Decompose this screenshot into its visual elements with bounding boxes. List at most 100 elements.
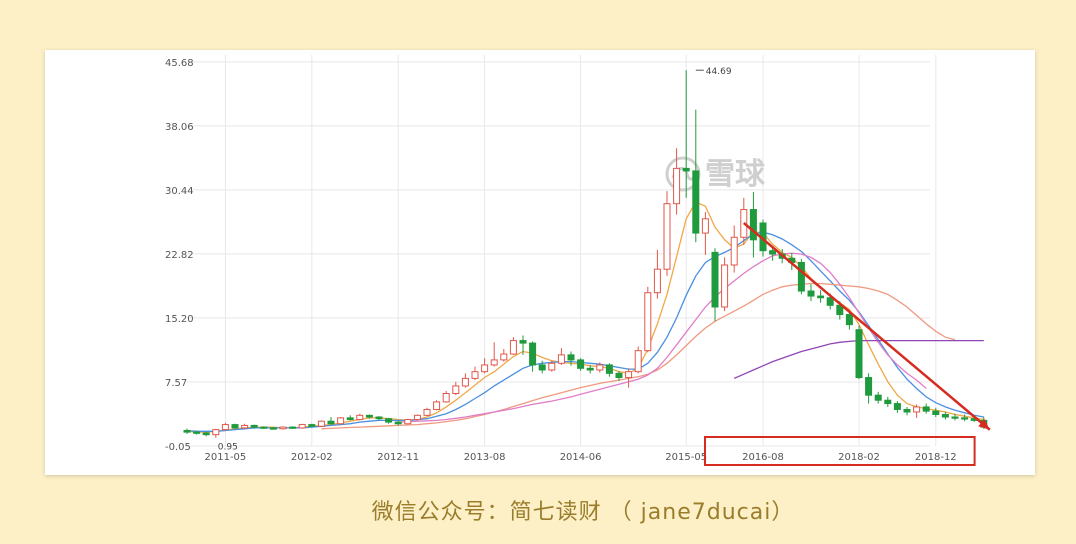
candle-body-down bbox=[202, 432, 210, 436]
candle bbox=[615, 370, 623, 381]
candle-body-down bbox=[519, 340, 527, 344]
candle-body-down bbox=[797, 261, 805, 292]
y-tick-label: 15.20 bbox=[165, 314, 194, 325]
candle-body-down bbox=[903, 408, 911, 413]
candle bbox=[625, 368, 633, 388]
candle bbox=[337, 417, 345, 425]
trend-arrow-head bbox=[978, 419, 990, 430]
y-tick-label: 38.06 bbox=[165, 122, 194, 133]
candle-body-down bbox=[865, 377, 873, 396]
candle-body-down bbox=[586, 367, 594, 371]
candle-body-up bbox=[653, 268, 661, 294]
candle bbox=[922, 403, 930, 414]
y-tick-label: 45.68 bbox=[165, 58, 194, 69]
candle-body-down bbox=[893, 403, 901, 410]
chart-card: 雪球 45.6838.0630.4422.8215.207.57-0.055. … bbox=[45, 50, 1035, 475]
candle-body-down bbox=[836, 304, 844, 316]
candle-body-down bbox=[932, 410, 940, 416]
candle bbox=[327, 417, 335, 425]
high-value-label: 44.69 bbox=[706, 67, 732, 77]
candle bbox=[701, 212, 709, 255]
candle bbox=[500, 348, 508, 362]
candle-body-up bbox=[404, 419, 412, 425]
candle bbox=[193, 430, 201, 435]
candle-body-up bbox=[721, 264, 729, 308]
candle-body-up bbox=[241, 424, 249, 429]
candle bbox=[730, 225, 738, 273]
candle-body-up bbox=[596, 364, 604, 371]
candle-body-down bbox=[385, 418, 393, 423]
candle bbox=[481, 358, 489, 374]
candle-body-up bbox=[442, 393, 450, 403]
candle bbox=[740, 197, 748, 245]
candle-body-down bbox=[951, 416, 959, 419]
x-tick-label: 2015-05 bbox=[665, 452, 707, 463]
candle-body-down bbox=[538, 364, 546, 371]
candle bbox=[586, 364, 594, 374]
candle bbox=[519, 335, 527, 355]
candle-body-down bbox=[692, 170, 700, 234]
x-tick-label: 2013-08 bbox=[464, 452, 506, 463]
candle bbox=[385, 417, 393, 424]
candle-body-up bbox=[644, 292, 652, 352]
candle-body-down bbox=[269, 427, 277, 430]
candle-body-down bbox=[855, 329, 863, 379]
candle bbox=[673, 148, 681, 215]
candle bbox=[461, 373, 469, 388]
candle-body-down bbox=[567, 354, 575, 361]
candle-body-down bbox=[941, 414, 949, 418]
candle-body-down bbox=[346, 417, 354, 421]
candle-body-down bbox=[289, 426, 297, 429]
candle bbox=[663, 191, 671, 276]
candle-body-down bbox=[749, 209, 757, 241]
candle bbox=[692, 109, 700, 243]
candle bbox=[941, 411, 949, 420]
candle bbox=[529, 341, 537, 372]
x-tick-label: 2012-02 bbox=[291, 452, 333, 463]
candles bbox=[183, 70, 988, 438]
candle bbox=[221, 422, 229, 431]
grid bbox=[187, 55, 937, 447]
moving-average-ma_salmon bbox=[321, 282, 956, 430]
candle bbox=[567, 351, 575, 366]
candle-body-down bbox=[327, 420, 335, 425]
candle bbox=[212, 428, 220, 438]
candle-body-up bbox=[730, 236, 738, 266]
candle bbox=[557, 348, 565, 365]
candle bbox=[797, 259, 805, 295]
x-tick-label: 2018-02 bbox=[838, 452, 880, 463]
moving-average-ma_pink bbox=[398, 252, 927, 423]
candle bbox=[298, 423, 306, 429]
candle bbox=[682, 70, 690, 198]
candle bbox=[346, 415, 354, 421]
candle bbox=[452, 381, 460, 396]
trend-arrow-line bbox=[742, 222, 991, 431]
candle-body-up bbox=[317, 420, 325, 427]
candle-body-down bbox=[605, 364, 613, 374]
candle bbox=[855, 325, 863, 380]
candle bbox=[308, 423, 316, 428]
candle bbox=[423, 407, 431, 417]
candle-body-up bbox=[548, 362, 556, 371]
candle-body-up bbox=[490, 359, 498, 366]
candle bbox=[548, 360, 556, 372]
candle-body-up bbox=[913, 406, 921, 413]
candle bbox=[913, 404, 921, 418]
candle-body-down bbox=[231, 424, 239, 429]
candle bbox=[865, 373, 873, 404]
candle-body-down bbox=[193, 431, 201, 434]
candle-body-up bbox=[298, 424, 306, 429]
candle bbox=[634, 346, 642, 374]
candle-body-down bbox=[769, 250, 777, 255]
candle-body-down bbox=[682, 167, 690, 172]
candle-body-up bbox=[701, 218, 709, 234]
candle-body-down bbox=[884, 399, 892, 405]
candle bbox=[279, 426, 287, 430]
candle bbox=[442, 390, 450, 403]
low-value-label: 0.95 bbox=[218, 443, 238, 453]
watermark-text: 雪球 bbox=[705, 157, 766, 192]
candle-body-down bbox=[260, 426, 268, 429]
candle bbox=[874, 391, 882, 404]
candle-body-up bbox=[634, 350, 642, 373]
x-tick-label: 2016-08 bbox=[742, 452, 784, 463]
